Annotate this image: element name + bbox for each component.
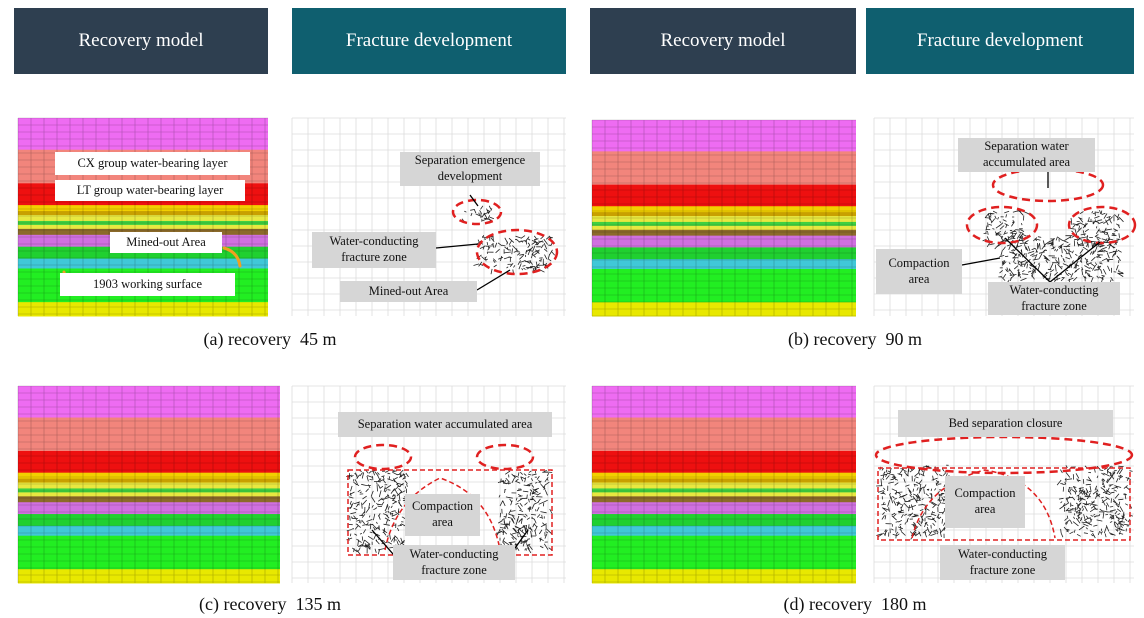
- fracture-label: Water-conducting fracture zone: [312, 232, 436, 268]
- fracture-label: Water-conducting fracture zone: [940, 545, 1065, 580]
- fracture-label: Separation water accumulated area: [338, 412, 552, 437]
- caption: (d) recovery 180 m: [784, 594, 927, 615]
- rock-layer: [592, 488, 856, 492]
- rock-layer: [592, 526, 856, 536]
- fracture-label: Bed separation closure: [898, 410, 1113, 437]
- rock-layer: [592, 247, 856, 259]
- fracture-label: Water-conducting fracture zone: [393, 545, 515, 580]
- rock-layer: [592, 496, 856, 502]
- fracture-label: Separation emergence development: [400, 152, 540, 186]
- rock-layer: [18, 211, 268, 215]
- rock-layer: [592, 151, 856, 185]
- rock-layer: [18, 118, 268, 150]
- fracture-label: Mined-out Area: [340, 281, 477, 302]
- rock-layer: [592, 479, 856, 483]
- rock-layer: [592, 536, 856, 570]
- rock-layer: [592, 216, 856, 222]
- model-label: LT group water-bearing layer: [55, 180, 245, 201]
- caption: (c) recovery 135 m: [199, 594, 341, 615]
- rock-layer: [592, 483, 856, 489]
- page: Recovery model Fracture development Reco…: [0, 0, 1144, 618]
- model-label: Mined-out Area: [110, 232, 222, 253]
- rock-layer: [592, 120, 856, 152]
- caption: (a) recovery 45 m: [204, 329, 337, 350]
- caption: (b) recovery 90 m: [788, 329, 922, 350]
- rock-layer: [592, 222, 856, 226]
- rock-layer: [592, 259, 856, 269]
- fracture-label: Compaction area: [876, 249, 962, 294]
- rock-layer: [592, 569, 856, 583]
- rock-layer: [592, 514, 856, 526]
- rock-layer: [592, 473, 856, 479]
- rock-layer: [18, 259, 268, 269]
- rock-layer: [18, 225, 268, 229]
- model-label: 1903 working surface: [60, 273, 235, 296]
- fracture-label: Separation water accumulated area: [958, 138, 1095, 172]
- fracture-label: Water-conducting fracture zone: [988, 282, 1120, 315]
- rock-layer: [592, 386, 856, 418]
- rock-layer: [592, 226, 856, 230]
- fracture-label: Compaction area: [945, 476, 1025, 528]
- rock-layer: [592, 212, 856, 216]
- rock-layer: [18, 205, 268, 211]
- fracture-label: Compaction area: [405, 494, 480, 536]
- rock-layer: [592, 302, 856, 316]
- rock-layer: [592, 185, 856, 207]
- model-label: CX group water-bearing layer: [55, 152, 250, 175]
- rock-layer: [592, 230, 856, 236]
- rock-layer: [592, 502, 856, 514]
- rock-layer: [592, 492, 856, 496]
- rock-layer: [18, 302, 268, 316]
- rock-layer: [592, 206, 856, 212]
- rock-layer: [592, 418, 856, 452]
